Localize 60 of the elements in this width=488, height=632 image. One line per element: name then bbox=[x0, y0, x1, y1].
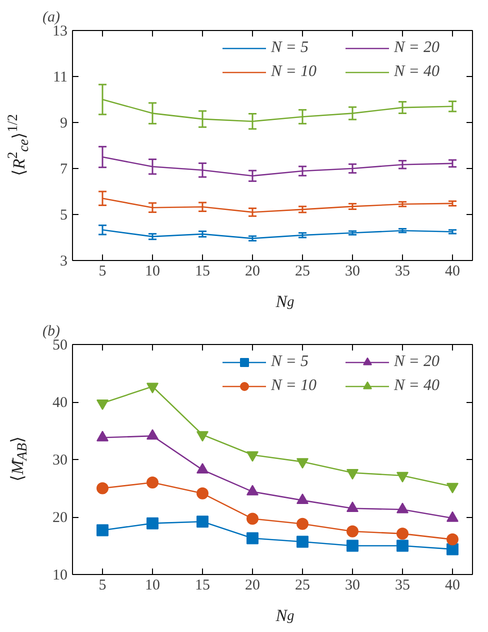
x-tick-label: 10 bbox=[145, 264, 160, 280]
x-tick-label: 5 bbox=[98, 264, 106, 280]
point bbox=[446, 533, 458, 546]
y-tick-label: 30 bbox=[52, 452, 68, 468]
point bbox=[296, 518, 308, 530]
x-tick-label: 5 bbox=[98, 578, 106, 594]
point bbox=[96, 399, 108, 410]
legend-label: N = 5 bbox=[271, 39, 310, 57]
legend-label: N = 20 bbox=[394, 353, 440, 371]
point bbox=[246, 532, 258, 544]
point bbox=[196, 431, 208, 442]
x-tick-label: 15 bbox=[195, 264, 210, 280]
point bbox=[346, 525, 358, 538]
point bbox=[96, 524, 108, 536]
point bbox=[196, 487, 208, 500]
x-tick-label: 15 bbox=[195, 578, 210, 594]
point bbox=[346, 469, 358, 480]
point bbox=[296, 536, 308, 548]
legend-label: N = 40 bbox=[394, 377, 440, 395]
point bbox=[196, 516, 208, 528]
x-tick-label: 30 bbox=[345, 578, 360, 594]
y-tick-label: 7 bbox=[60, 162, 68, 178]
legend-label: N = 5 bbox=[271, 353, 310, 371]
legend-label: N = 10 bbox=[271, 377, 318, 395]
point bbox=[146, 517, 158, 530]
y-tick-label: 40 bbox=[52, 395, 68, 411]
point bbox=[146, 476, 158, 488]
point bbox=[246, 451, 258, 462]
x-tick-label: 35 bbox=[395, 578, 410, 594]
point bbox=[396, 528, 408, 540]
x-tick-label: 40 bbox=[445, 578, 460, 594]
point bbox=[96, 482, 108, 494]
x-tick-label: 20 bbox=[245, 264, 260, 280]
point bbox=[246, 512, 258, 525]
y-tick-label: 13 bbox=[52, 24, 68, 40]
y-tick-label: 10 bbox=[52, 568, 68, 584]
x-tick-label: 25 bbox=[295, 578, 310, 594]
point bbox=[146, 382, 158, 394]
chart-title: (b) bbox=[42, 324, 60, 340]
x-tick-label: 35 bbox=[395, 264, 410, 280]
point bbox=[296, 458, 308, 469]
y-tick-label: 3 bbox=[60, 254, 68, 270]
y-tick-label: 11 bbox=[53, 70, 68, 86]
point bbox=[396, 540, 408, 552]
y-tick-label: 50 bbox=[52, 338, 68, 354]
y-tick-label: 20 bbox=[52, 510, 68, 526]
x-tick-label: 25 bbox=[295, 264, 310, 280]
x-tick-label: 30 bbox=[345, 264, 360, 280]
legend-label: N = 40 bbox=[394, 63, 440, 81]
point bbox=[396, 472, 408, 482]
point bbox=[446, 482, 458, 494]
y-tick-label: 5 bbox=[60, 208, 68, 224]
x-tick-label: 20 bbox=[245, 578, 260, 594]
chart-title: (a) bbox=[42, 10, 60, 26]
x-tick-label: 40 bbox=[445, 264, 460, 280]
x-tick-label: 10 bbox=[145, 578, 160, 594]
point bbox=[346, 540, 358, 552]
legend-label: N = 10 bbox=[271, 63, 318, 81]
legend-label: N = 20 bbox=[394, 39, 440, 57]
y-tick-label: 9 bbox=[60, 116, 68, 132]
